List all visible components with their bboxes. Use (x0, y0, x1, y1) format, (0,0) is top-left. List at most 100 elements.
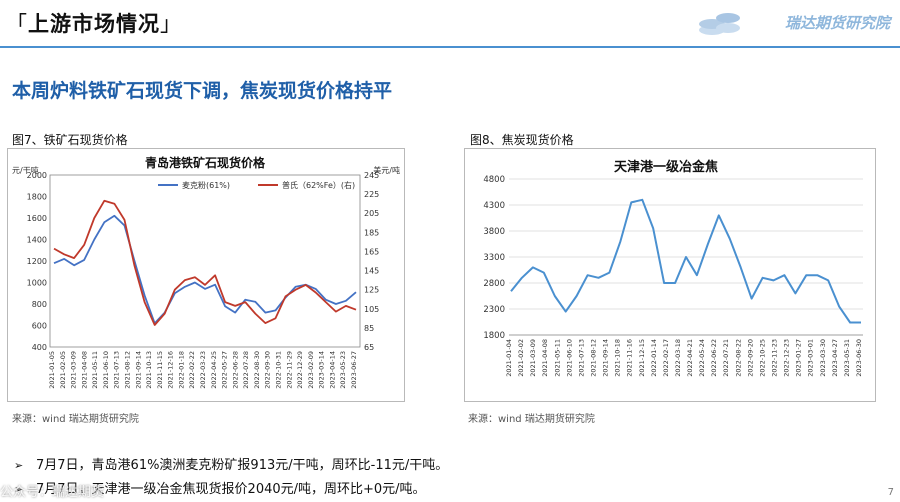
x-tick-label: 2022-06-28 (231, 351, 239, 389)
bullet-coke-text: 7月7日，天津港一级冶金焦现货报价2040元/吨，周环比+0元/吨。 (36, 482, 426, 497)
arrow-bullet-icon: ➢ (14, 483, 24, 496)
page-title: 「上游市场情况」 (6, 8, 182, 38)
x-tick-label: 2021-09-14 (602, 339, 610, 377)
x-tick-label: 2022-01-18 (177, 351, 185, 389)
y-tick-label-right: 125 (364, 286, 379, 295)
x-tick-label: 2023-01-27 (795, 339, 803, 377)
header-divider (0, 46, 900, 48)
x-tick-label: 2022-11-23 (771, 339, 779, 377)
title-bracket-open: 「 (6, 12, 28, 36)
title-text: 上游市场情况 (28, 12, 160, 36)
x-tick-label: 2021-07-13 (577, 339, 585, 377)
x-tick-label: 2021-03-09 (529, 339, 537, 377)
x-tick-label: 2022-08-22 (734, 339, 742, 377)
x-tick-label: 2021-10-13 (145, 351, 153, 389)
y-tick-label-left: 1200 (27, 257, 47, 266)
x-tick-label: 2023-03-30 (819, 339, 827, 377)
x-tick-label: 2022-05-24 (698, 339, 706, 377)
x-tick-label: 2021-04-08 (541, 339, 549, 377)
x-tick-label: 2021-01-05 (48, 351, 56, 389)
x-tick-label: 2021-04-08 (80, 351, 88, 389)
coin-stack-icon (699, 13, 740, 35)
x-tick-label: 2021-06-10 (102, 351, 110, 389)
x-tick-label: 2021-06-10 (565, 339, 573, 377)
x-tick-label: 2021-10-18 (614, 339, 622, 377)
y-tick-label: 2800 (483, 279, 505, 289)
x-tick-label: 2021-11-15 (156, 351, 164, 389)
x-tick-label: 2023-06-30 (855, 339, 863, 377)
x-tick-label: 2021-11-16 (626, 339, 634, 377)
x-tick-label: 2022-11-29 (285, 351, 293, 389)
x-tick-label: 2021-08-12 (124, 351, 132, 389)
y-tick-label-left: 1000 (27, 279, 47, 288)
y-tick-label-right: 185 (364, 228, 379, 237)
x-tick-label: 2022-10-25 (758, 339, 766, 377)
x-tick-label: 2021-05-11 (553, 339, 561, 377)
watermark: 公众号：瑞达期货 (0, 485, 105, 500)
y-tick-label: 4300 (483, 201, 505, 211)
chart-title: 青岛港铁矿石现货价格 (145, 155, 266, 170)
figure-7-label: 图7、铁矿石现货价格 (12, 133, 128, 147)
x-tick-label: 2022-10-31 (275, 351, 283, 389)
y-tick-label-right: 65 (364, 343, 374, 352)
y-tick-label-left: 2000 (27, 171, 47, 180)
right-source: 来源：wind 瑞达期货研究院 (468, 414, 595, 425)
x-tick-label: 2022-12-29 (296, 351, 304, 389)
x-tick-label: 2021-02-05 (59, 351, 67, 389)
y-tick-label-right: 225 (364, 190, 379, 199)
x-tick-label: 2021-08-12 (589, 339, 597, 377)
x-tick-label: 2022-09-30 (264, 351, 272, 389)
legend-label: 普氏（62%Fe）(右) (282, 180, 355, 190)
bullet-iron-ore-text: 7月7日，青岛港61%澳洲麦克粉矿报913元/干吨，周环比-11元/干吨。 (36, 458, 449, 473)
series-line-mac-fines (53, 214, 357, 325)
company-logo (699, 13, 740, 35)
coke-chart: 天津港一级冶金焦 1800 2300 2800 3300 3800 4300 4800 2021… (483, 159, 863, 377)
bullet-iron-ore: ➢ 7月7日，青岛港61%澳洲麦克粉矿报913元/干吨，周环比-11元/干吨。 (14, 454, 448, 473)
y-tick-label-left: 600 (32, 322, 47, 331)
bullet-coke: ➢ 7月7日，天津港一级冶金焦现货报价2040元/吨，周环比+0元/吨。 (14, 478, 426, 497)
x-tick-label: 2021-12-16 (167, 351, 175, 389)
x-tick-label: 2023-02-09 (307, 351, 315, 389)
y-tick-label-right: 205 (364, 209, 379, 218)
iron-ore-chart-frame: 青岛港铁矿石现货价格 元/干吨 美元/吨 400 600 800 1000 1200 1400 1… (7, 148, 405, 402)
y-tick-label-left: 1600 (27, 214, 47, 223)
y-tick-label-right: 145 (364, 267, 379, 276)
x-tick-label: 2021-02-02 (517, 339, 525, 377)
x-tick-label: 2022-07-28 (242, 351, 250, 389)
x-tick-label: 2023-03-01 (807, 339, 815, 377)
x-tick-label: 2022-05-27 (221, 351, 229, 389)
y-tick-label-left: 800 (32, 300, 47, 309)
x-tick-label: 2022-08-30 (253, 351, 261, 389)
left-source: 来源：wind 瑞达期货研究院 (12, 414, 139, 425)
series-line-platts (53, 199, 357, 326)
x-tick-label: 2023-06-27 (350, 351, 358, 389)
y-tick-label: 3300 (483, 253, 505, 263)
headline: 本周炉料铁矿石现货下调，焦炭现货价格持平 (12, 80, 393, 102)
x-tick-label: 2022-02-22 (188, 351, 196, 389)
x-tick-label: 2021-05-11 (91, 351, 99, 389)
y-tick-label-right: 105 (364, 305, 379, 314)
legend-label: 麦克粉(61%) (182, 180, 230, 190)
x-tick-label: 2022-03-18 (674, 339, 682, 377)
y-axis-right-unit: 美元/吨 (373, 165, 400, 175)
x-tick-label: 2022-04-25 (210, 351, 218, 389)
x-tick-label: 2021-12-15 (638, 339, 646, 377)
x-tick-label: 2023-05-23 (339, 351, 347, 389)
plot-area (49, 174, 361, 348)
x-tick-label: 2022-06-22 (710, 339, 718, 377)
y-tick-label-right: 245 (364, 171, 379, 180)
x-tick-label: 2021-03-09 (70, 351, 78, 389)
chart-title: 天津港一级冶金焦 (614, 159, 718, 175)
y-tick-label: 2300 (483, 305, 505, 315)
y-tick-label-right: 85 (364, 324, 374, 333)
x-tick-label: 2021-07-13 (113, 351, 121, 389)
y-tick-label-left: 400 (32, 343, 47, 352)
y-axis-left-unit: 元/干吨 (12, 165, 39, 175)
y-tick-label-left: 1800 (27, 193, 47, 202)
x-tick-label: 2021-01-04 (505, 339, 513, 377)
x-tick-label: 2022-04-21 (686, 339, 694, 377)
arrow-bullet-icon: ➢ (14, 459, 24, 472)
x-tick-label: 2023-04-14 (328, 351, 336, 389)
figure-8-label: 图8、焦炭现货价格 (470, 133, 574, 147)
